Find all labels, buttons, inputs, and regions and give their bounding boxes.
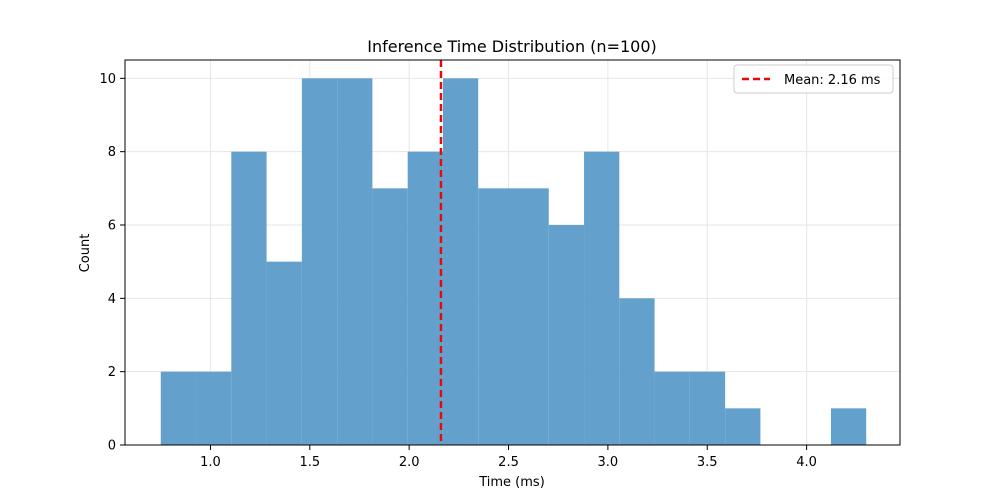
x-axis-label: Time (ms) [478,475,545,490]
x-tick-label-4: 3.0 [598,455,619,470]
x-tick-label-1: 1.5 [299,455,320,470]
y-axis: 0 2 4 6 8 10 [99,72,125,454]
histogram-bar-5 [337,78,373,445]
histogram-bar-3 [266,261,302,445]
histogram-bar-7 [407,151,443,445]
histogram-bar-4 [301,78,338,445]
chart-title: Inference Time Distribution (n=100) [367,37,657,56]
x-tick-label-3: 2.5 [498,455,519,470]
histogram-bar-2 [231,151,267,445]
y-tick-label-1: 2 [108,365,116,380]
legend-box [733,64,894,94]
y-tick-label-0: 0 [108,439,116,454]
x-tick-label-2: 2.0 [399,455,420,470]
plot-frame [124,59,901,446]
histogram-bar-13 [619,298,655,445]
histogram-bar-9 [478,188,514,446]
histogram-bar-14 [654,371,690,445]
y-tick-label-2: 4 [108,292,116,307]
x-tick-label-5: 3.5 [697,455,718,470]
x-tick-label-6: 4.0 [796,455,817,470]
histogram-bar-10 [513,188,549,446]
legend: Mean: 2.16 ms [733,64,894,94]
y-axis-label: Count [78,234,93,273]
histogram-bar-1 [196,371,232,445]
y-tick-label-3: 6 [108,219,116,234]
histogram-bar-11 [548,225,585,445]
histogram-bar-8 [442,78,479,445]
legend-mean-label: Mean: 2.16 ms [784,73,881,88]
histogram-bar-6 [372,188,408,446]
histogram-bar-15 [689,371,726,445]
histogram-bar-0 [160,371,197,445]
histogram-bar-16 [725,408,761,445]
histogram-bar-12 [584,151,620,445]
x-tick-label-0: 1.0 [200,455,221,470]
y-tick-label-5: 10 [99,72,116,87]
histogram-bar-19 [830,408,867,445]
y-tick-label-4: 8 [108,145,116,160]
x-axis: 1.0 1.5 2.0 2.5 3.0 3.5 4.0 [200,445,817,470]
bars-layer [160,78,867,446]
